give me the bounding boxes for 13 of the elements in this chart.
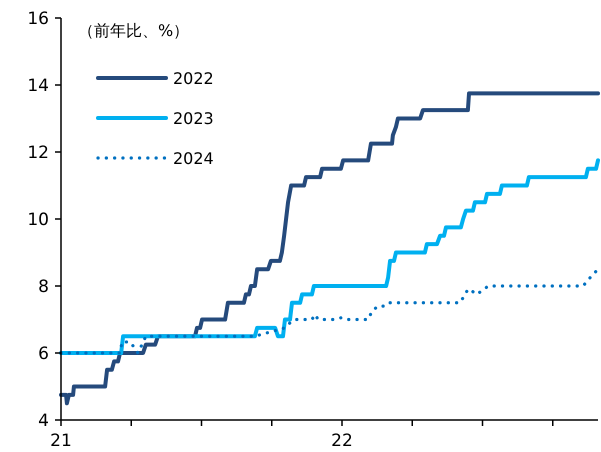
y-axis-title: （前年比、%） <box>78 21 190 40</box>
legend-label: 2023 <box>173 109 214 128</box>
y-tick-label: 8 <box>38 277 49 297</box>
y-tick-label: 12 <box>27 143 49 163</box>
legend-label: 2024 <box>173 149 214 168</box>
x-tick-label: 21 <box>50 431 72 451</box>
y-tick-label: 14 <box>27 76 49 96</box>
y-tick-label: 4 <box>38 411 49 431</box>
legend-label: 2022 <box>173 69 214 88</box>
y-tick-label: 6 <box>38 344 49 364</box>
y-tick-label: 16 <box>27 9 49 29</box>
x-tick-label: 22 <box>331 431 353 451</box>
y-tick-label: 10 <box>27 210 49 230</box>
